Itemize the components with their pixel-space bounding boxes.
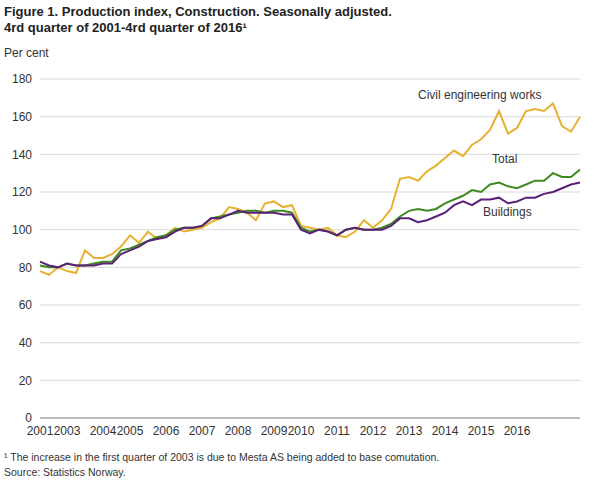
- svg-text:2015: 2015: [468, 424, 495, 438]
- html-text:¹ The increase in the first qu: ¹ The increase in the first quarter of 2…: [4, 451, 440, 463]
- html-text:Per cent: Per cent: [4, 46, 49, 60]
- svg-text:2013: 2013: [396, 424, 423, 438]
- svg-text:60: 60: [19, 298, 33, 312]
- svg-text:160: 160: [12, 110, 32, 124]
- svg-text:2001: 2001: [27, 424, 54, 438]
- svg-text:140: 140: [12, 148, 32, 162]
- svg-text:2005: 2005: [117, 424, 144, 438]
- svg-text:2006: 2006: [153, 424, 180, 438]
- svg-text:2007: 2007: [189, 424, 216, 438]
- svg-text:2004: 2004: [90, 424, 117, 438]
- svg-text:120: 120: [12, 185, 32, 199]
- html-text:Figure 1. Production index, Co: Figure 1. Production index, Construction…: [4, 4, 392, 19]
- svg-text:2012: 2012: [360, 424, 387, 438]
- svg-text:2003: 2003: [54, 424, 81, 438]
- svg-text:2010: 2010: [288, 424, 315, 438]
- svg-text:2016: 2016: [504, 424, 531, 438]
- html-text:Source: Statistics Norway.: Source: Statistics Norway.: [4, 466, 126, 478]
- svg-text:80: 80: [19, 261, 33, 275]
- svg-text:2011: 2011: [324, 424, 350, 438]
- svg-text:180: 180: [12, 72, 32, 86]
- html-text:Total: Total: [492, 152, 518, 166]
- svg-text:40: 40: [19, 336, 33, 350]
- svg-text:2014: 2014: [432, 424, 459, 438]
- svg-text:2009: 2009: [261, 424, 288, 438]
- svg-text:100: 100: [12, 223, 32, 237]
- svg-text:20: 20: [19, 374, 33, 388]
- html-text:Civil engineering works: Civil engineering works: [418, 88, 542, 102]
- html-text:Buildings: Buildings: [483, 205, 532, 219]
- svg-text:0: 0: [25, 411, 32, 425]
- svg-text:2008: 2008: [225, 424, 252, 438]
- html-text:4rd quarter of 2001-4rd quarte: 4rd quarter of 2001-4rd quarter of 2016¹: [4, 20, 247, 35]
